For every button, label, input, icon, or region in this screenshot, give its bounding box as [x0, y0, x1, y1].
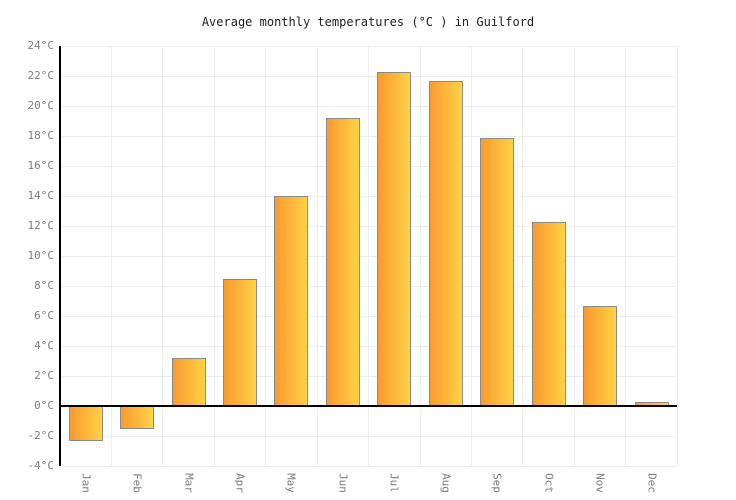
y-axis-tick-label: 20°C [27, 99, 55, 112]
gridline-vertical [265, 46, 267, 466]
gridline-vertical [676, 46, 678, 466]
temperature-bar-jul [377, 71, 412, 406]
y-axis-tick-label: -2°C [27, 429, 55, 442]
x-axis-tick-label-mar: Mar [182, 473, 196, 493]
x-axis-tick-label-dec: Dec [645, 473, 659, 493]
zero-axis-line [60, 405, 678, 407]
x-axis-tick-label-aug: Aug [439, 473, 453, 493]
gridline-vertical [419, 46, 421, 466]
x-axis-tick-label-apr: Apr [233, 473, 247, 493]
y-axis-tick-label: 14°C [27, 189, 55, 202]
y-axis-tick-label: 16°C [27, 159, 55, 172]
temperature-bar-feb [120, 406, 155, 429]
gridline-vertical [573, 46, 575, 466]
x-axis-tick-label-nov: Nov [593, 473, 607, 493]
gridline-vertical [213, 46, 215, 466]
gridline-horizontal [60, 465, 678, 467]
y-axis-line [59, 46, 61, 466]
temperature-bar-apr [223, 278, 258, 406]
temperature-bar-sep [480, 137, 515, 406]
gridline-vertical [110, 46, 112, 466]
x-axis-tick-label-oct: Oct [542, 473, 556, 493]
y-axis-tick-label: 0°C [34, 399, 54, 412]
x-axis-tick-label-jul: Jul [387, 473, 401, 493]
temperature-bar-mar [171, 358, 206, 406]
x-axis-tick-label-feb: Feb [130, 473, 144, 493]
y-axis-tick-label: 6°C [34, 309, 54, 322]
gridline-vertical [162, 46, 164, 466]
y-axis-tick-label: 12°C [27, 219, 55, 232]
temperature-bar-jan [68, 406, 103, 441]
y-axis-tick-label: 18°C [27, 129, 55, 142]
temperature-bar-may [274, 196, 309, 406]
temperature-bar-nov [583, 305, 618, 406]
temperature-bar-aug [428, 80, 463, 406]
chart-title: Average monthly temperatures (°C ) in Gu… [201, 15, 535, 29]
y-axis-tick-label: 10°C [27, 249, 55, 262]
y-axis-tick-label: 24°C [27, 39, 55, 52]
x-axis-tick-label-jan: Jan [79, 473, 93, 493]
y-axis-tick-label: -4°C [27, 459, 55, 472]
gridline-vertical [316, 46, 318, 466]
gridline-vertical [625, 46, 627, 466]
y-axis-tick-label: 4°C [34, 339, 54, 352]
y-axis-tick-label: 8°C [34, 279, 54, 292]
gridline-vertical [471, 46, 473, 466]
temperature-bar-oct [531, 221, 566, 406]
x-axis-tick-label-may: May [284, 473, 298, 493]
gridline-vertical [522, 46, 524, 466]
x-axis-tick-label-sep: Sep [490, 473, 504, 493]
y-axis-tick-label: 22°C [27, 69, 55, 82]
y-axis-tick-label: 2°C [34, 369, 54, 382]
x-axis-tick-label-jun: Jun [336, 473, 350, 493]
temperature-bar-jun [325, 118, 360, 406]
gridline-vertical [368, 46, 370, 466]
